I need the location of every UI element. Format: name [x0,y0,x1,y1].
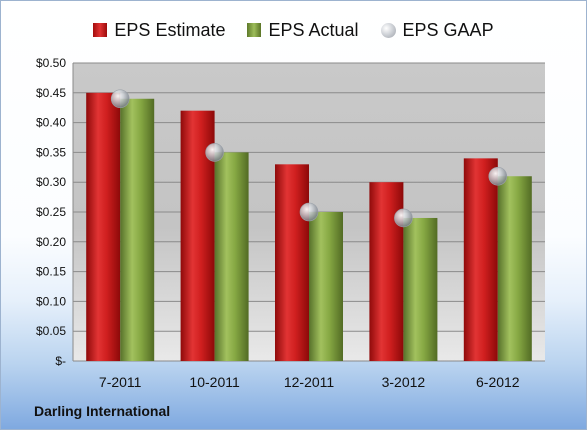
y-tick-label: $- [55,354,66,368]
legend-item-eps-gaap: EPS GAAP [380,19,494,41]
company-name: Darling International [34,403,171,419]
x-tick-label: 10-2011 [189,374,240,390]
legend-swatch-eps-estimate [93,23,108,37]
marker-eps-gaap-12-2011 [299,202,319,222]
marker-eps-gaap-10-2011 [205,143,224,162]
bar-eps-estimate-12-2011 [275,164,309,361]
bar-eps-actual-3-2012 [403,217,438,361]
x-tick-label: 3-2012 [382,374,426,390]
legend-label-eps-actual: EPS Actual [268,19,359,40]
bar-eps-estimate-6-2012 [463,158,498,361]
x-tick-label: 7-2011 [99,374,142,390]
bar-eps-estimate-3-2012 [369,182,404,361]
marker-eps-gaap-3-2012 [394,208,413,228]
y-tick-label: $0.25 [36,205,66,219]
legend-swatch-eps-gaap [380,22,396,38]
y-tick-label: $0.20 [36,235,66,249]
y-tick-label: $0.35 [36,145,66,159]
bar-eps-actual-10-2011 [214,152,249,361]
marker-eps-gaap-6-2012 [488,166,508,186]
legend-item-eps-actual: EPS Actual [247,19,359,41]
y-tick-label: $0.30 [36,175,66,189]
legend-label-eps-estimate: EPS Estimate [114,19,226,40]
y-tick-label: $0.50 [36,56,66,70]
y-tick-label: $0.15 [36,265,66,279]
bar-eps-estimate-7-2011 [86,92,121,362]
legend: EPS Estimate EPS Actual EPS GAAP [1,18,586,42]
x-tick-label: 12-2011 [284,374,335,390]
y-tick-label: $0.05 [36,324,66,338]
legend-swatch-eps-actual [247,23,262,37]
y-tick-label: $0.10 [36,294,66,308]
legend-label-eps-gaap: EPS GAAP [402,19,494,40]
bar-eps-actual-7-2011 [120,98,155,361]
x-tick-label: 6-2012 [476,374,520,390]
marker-eps-gaap-7-2011 [110,89,130,109]
y-tick-label: $0.45 [36,86,66,100]
bar-eps-actual-6-2012 [497,176,532,361]
bar-eps-actual-12-2011 [309,212,343,361]
y-tick-label: $0.40 [36,116,66,130]
legend-item-eps-estimate: EPS Estimate [93,20,225,41]
